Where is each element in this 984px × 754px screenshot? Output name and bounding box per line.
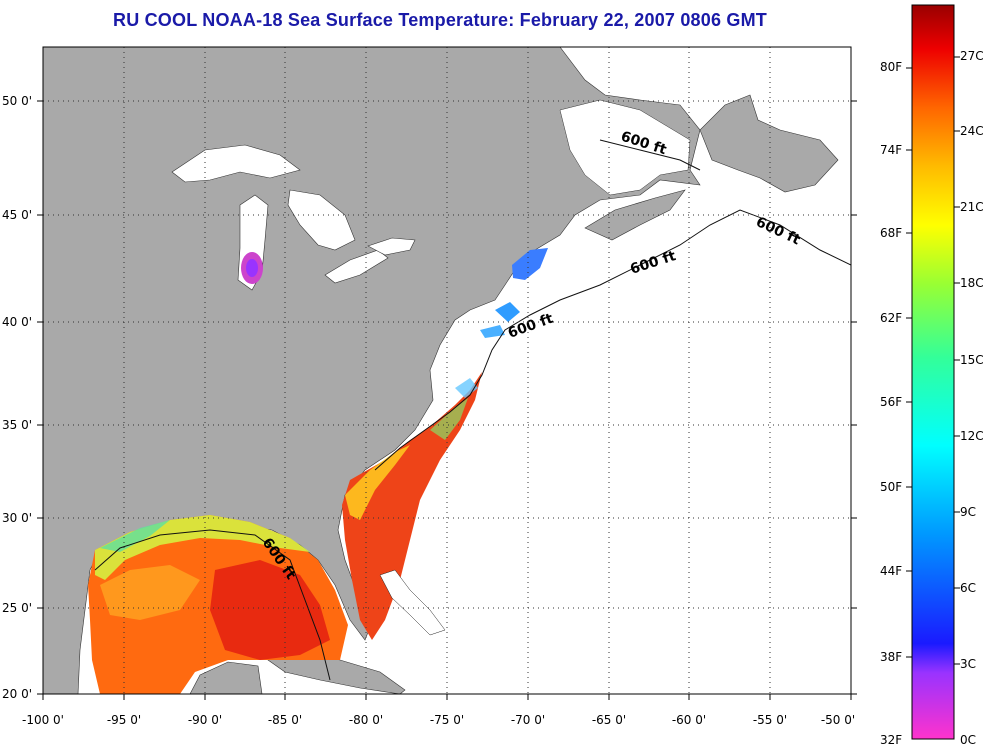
lon-tick-label: -60 0' bbox=[672, 713, 706, 727]
colorbar-f-label: 74F bbox=[880, 143, 903, 157]
colorbar-f-label: 56F bbox=[880, 395, 903, 409]
sst-shelf-cool bbox=[430, 398, 468, 440]
lat-tick-label: 50 0' bbox=[2, 94, 32, 108]
sst-carolina-shelf bbox=[345, 445, 410, 520]
lake-ontario bbox=[367, 237, 416, 256]
colorbar-c-label: 0C bbox=[960, 733, 977, 747]
lat-tick-label: 30 0' bbox=[2, 511, 32, 525]
lon-tick-label: -95 0' bbox=[107, 713, 141, 727]
land-nova-scotia bbox=[584, 189, 686, 241]
lat-tick-label: 45 0' bbox=[2, 208, 32, 222]
lake-erie bbox=[324, 249, 389, 284]
lon-tick-label: -100 0' bbox=[22, 713, 64, 727]
lon-tick-label: -55 0' bbox=[753, 713, 787, 727]
sst-georges-bank bbox=[495, 302, 520, 322]
land-newfoundland bbox=[699, 94, 839, 193]
lake-huron bbox=[287, 189, 356, 251]
colorbar-f-label: 44F bbox=[880, 564, 903, 578]
colorbar-c-label: 18C bbox=[960, 276, 984, 290]
lake-superior bbox=[171, 144, 301, 183]
lat-tick-label: 25 0' bbox=[2, 601, 32, 615]
colorbar-f-label: 38F bbox=[880, 650, 903, 664]
colorbar-f-label: 50F bbox=[880, 480, 903, 494]
lon-tick-labels: -100 0' -95 0' -90 0' -85 0' -80 0' -75 … bbox=[22, 713, 855, 727]
lon-tick-label: -85 0' bbox=[268, 713, 302, 727]
map-title: RU COOL NOAA-18 Sea Surface Temperature:… bbox=[113, 10, 767, 30]
colorbar-c-label: 3C bbox=[960, 657, 977, 671]
sst-gulf-orange-band bbox=[100, 565, 200, 620]
sst-nantucket bbox=[480, 325, 505, 338]
colorbar-c-label: 9C bbox=[960, 505, 977, 519]
sst-gulf-stream bbox=[342, 372, 482, 640]
colorbar-f-label: 32F bbox=[880, 733, 903, 747]
lat-tick-labels: 20 0' 25 0' 30 0' 35 0' 40 0' 45 0' 50 0… bbox=[2, 94, 32, 701]
lon-tick-label: -70 0' bbox=[511, 713, 545, 727]
sst-lake-michigan-core bbox=[246, 259, 258, 277]
isobath-600ft bbox=[94, 139, 851, 681]
lat-tick-label: 20 0' bbox=[2, 687, 32, 701]
bahamas bbox=[379, 569, 446, 636]
gulf-st-lawrence bbox=[559, 99, 691, 196]
lon-tick-label: -65 0' bbox=[592, 713, 626, 727]
sst-hatteras-edge bbox=[455, 378, 478, 398]
sst-gulf-of-maine bbox=[512, 248, 548, 280]
lat-tick-label: 35 0' bbox=[2, 418, 32, 432]
colorbar-ticks bbox=[906, 56, 960, 665]
lon-tick-label: -80 0' bbox=[349, 713, 383, 727]
colorbar-c-label: 6C bbox=[960, 581, 977, 595]
colorbar-c-label: 15C bbox=[960, 353, 984, 367]
colorbar-f-label: 62F bbox=[880, 311, 903, 325]
lon-tick-label: -50 0' bbox=[821, 713, 855, 727]
colorbar bbox=[911, 4, 955, 740]
lat-tick-label: 40 0' bbox=[2, 315, 32, 329]
lon-tick-label: -75 0' bbox=[430, 713, 464, 727]
colorbar-c-label: 27C bbox=[960, 49, 984, 63]
sst-gulf-coastal-green bbox=[100, 520, 170, 552]
colorbar-c-label: 24C bbox=[960, 124, 984, 138]
colorbar-f-label: 68F bbox=[880, 226, 903, 240]
sst-gulf-warm-core bbox=[210, 560, 330, 660]
land-yucatan bbox=[189, 661, 263, 694]
colorbar-c-label: 12C bbox=[960, 429, 984, 443]
colorbar-f-label: 80F bbox=[880, 60, 903, 74]
colorbar-c-label: 21C bbox=[960, 200, 984, 214]
tick-marks bbox=[37, 100, 857, 700]
lon-tick-label: -90 0' bbox=[188, 713, 222, 727]
